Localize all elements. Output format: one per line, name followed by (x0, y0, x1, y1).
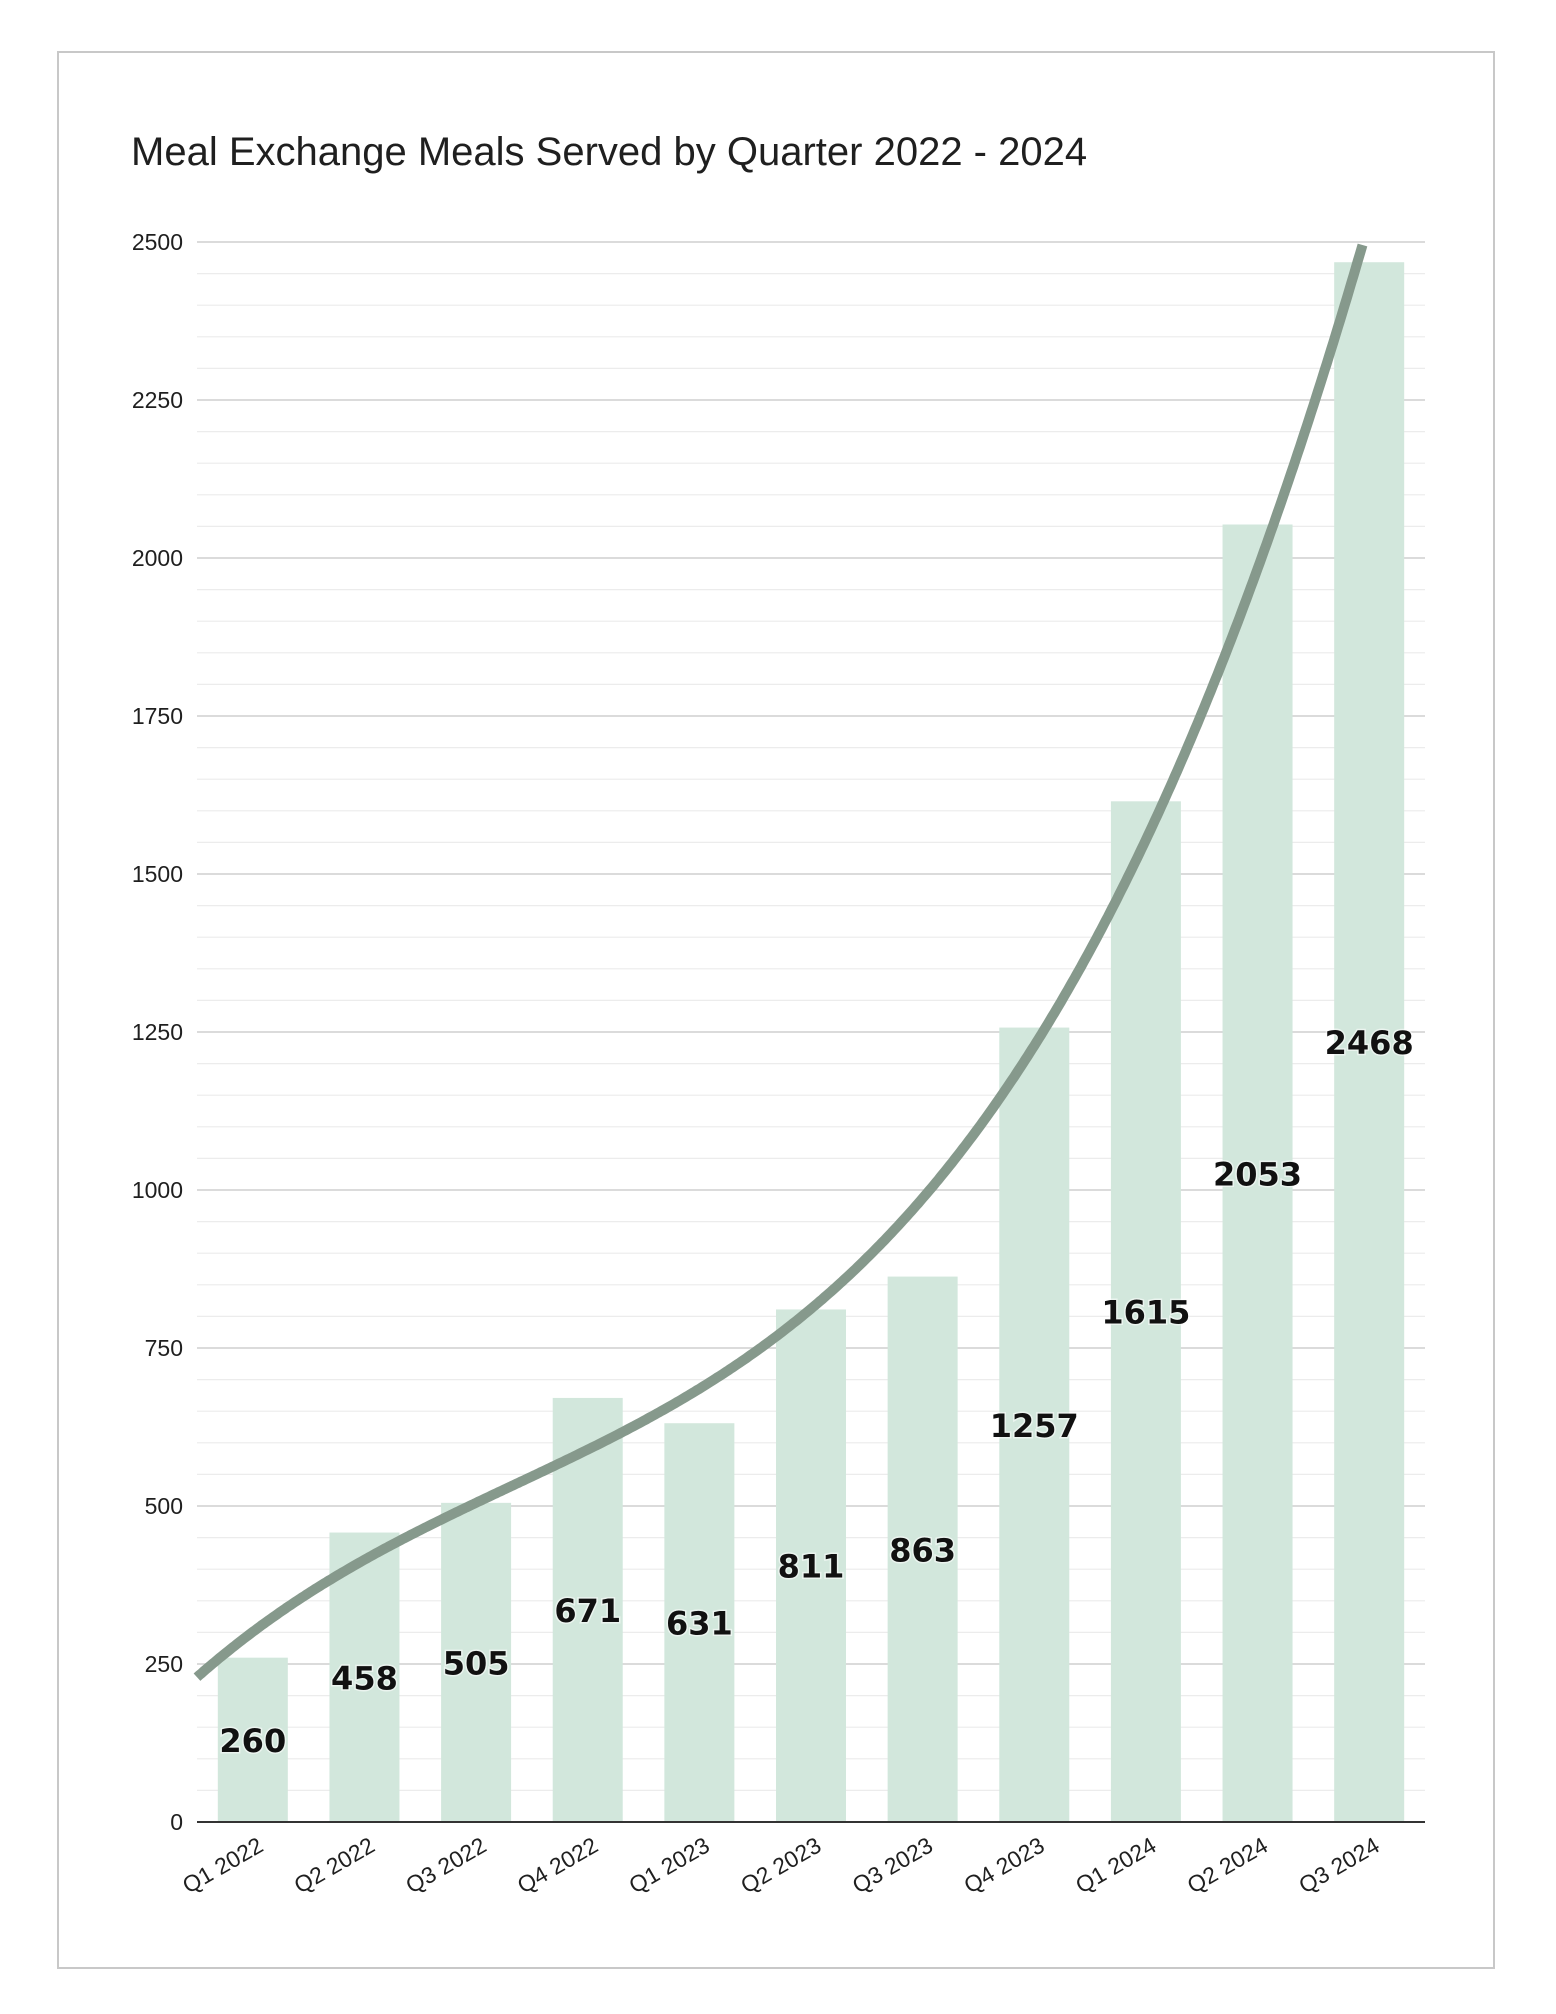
data-label: 811 (778, 1548, 845, 1586)
y-tick-label: 1250 (132, 1019, 183, 1045)
chart-svg: Meal Exchange Meals Served by Quarter 20… (131, 130, 1425, 1899)
bar-q3-2023 (887, 1276, 958, 1822)
data-label: 1257 (990, 1407, 1079, 1445)
data-label: 505 (443, 1644, 510, 1682)
chart-frame: Meal Exchange Meals Served by Quarter 20… (57, 51, 1495, 1969)
data-label: 1615 (1101, 1294, 1190, 1332)
bar-q1-2023 (664, 1423, 735, 1822)
x-tick-label: Q2 2022 (290, 1832, 379, 1899)
y-tick-label: 750 (145, 1335, 183, 1361)
y-tick-label: 2000 (132, 545, 183, 571)
bar-q2-2023 (776, 1309, 846, 1822)
y-tick-label: 2250 (132, 387, 183, 413)
data-label: 2468 (1325, 1024, 1414, 1062)
data-label: 2053 (1213, 1155, 1302, 1193)
data-label: 458 (331, 1659, 398, 1697)
bar-q2-2024 (1222, 524, 1293, 1822)
data-label: 671 (554, 1592, 621, 1630)
bar-q1-2022 (217, 1657, 288, 1822)
y-axis-tick-labels: 0 250 500 750 1000 1250 1500 1750 2000 2250 2500 (132, 229, 183, 1835)
y-tick-label: 1500 (132, 861, 183, 887)
bar-q1-2024 (1110, 801, 1181, 1822)
data-label: 631 (666, 1605, 733, 1643)
y-tick-label: 500 (145, 1493, 183, 1519)
bar-series (217, 262, 1405, 1822)
y-tick-label: 1000 (132, 1177, 183, 1203)
y-tick-label: 250 (145, 1651, 183, 1677)
x-tick-label: Q1 2022 (178, 1832, 267, 1899)
x-tick-label: Q3 2023 (848, 1832, 937, 1899)
bar-q4-2022 (552, 1397, 623, 1822)
bar-q3-2024 (1334, 262, 1405, 1822)
data-labels: 260 458 505 671 631 811 863 1257 1615 2053 2468 (218, 1023, 1415, 1762)
x-tick-label: Q3 2024 (1294, 1832, 1384, 1899)
y-tick-label: 2500 (132, 229, 183, 255)
x-tick-label: Q1 2024 (1071, 1832, 1161, 1899)
bar-q3-2022 (441, 1502, 512, 1822)
x-tick-label: Q1 2023 (624, 1832, 713, 1899)
x-axis-tick-labels: Q1 2022 Q2 2022 Q3 2022 Q4 2022 Q1 2023 Q2 20… (178, 1832, 1384, 1899)
y-tick-label: 0 (170, 1809, 183, 1835)
x-tick-label: Q3 2022 (401, 1832, 490, 1899)
x-tick-label: Q2 2024 (1183, 1832, 1273, 1899)
x-tick-label: Q4 2023 (959, 1832, 1048, 1899)
chart-title: Meal Exchange Meals Served by Quarter 20… (131, 130, 1087, 174)
x-tick-label: Q2 2023 (736, 1832, 825, 1899)
y-tick-label: 1750 (132, 703, 183, 729)
bar-q4-2023 (999, 1027, 1070, 1822)
trendline (193, 243, 1368, 1681)
x-tick-label: Q4 2022 (513, 1832, 602, 1899)
major-gridlines (197, 241, 1425, 1665)
data-label: 260 (219, 1722, 286, 1760)
data-label: 863 (889, 1531, 956, 1569)
bar-q2-2022 (329, 1532, 400, 1822)
